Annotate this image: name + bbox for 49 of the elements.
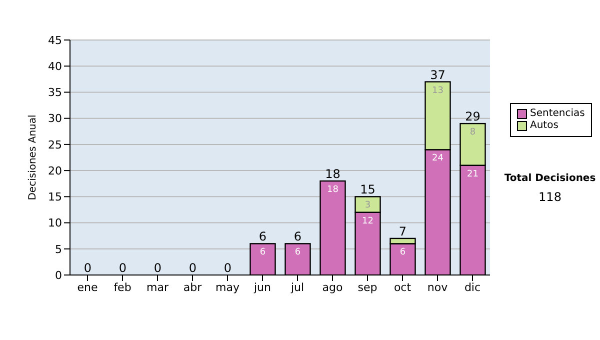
data-label: 21 xyxy=(467,169,478,180)
y-tick-label: 35 xyxy=(48,86,62,100)
data-label: 6 xyxy=(400,248,406,258)
y-axis-title: Decisiones Anual xyxy=(28,114,39,200)
total-label: 6 xyxy=(294,230,302,244)
total-label: 37 xyxy=(430,68,446,82)
x-tick-label: abr xyxy=(183,280,202,294)
x-tick-label: jun xyxy=(253,280,272,294)
x-tick-label: ene xyxy=(77,280,98,294)
total-label: 0 xyxy=(154,261,162,275)
y-tick-label: 10 xyxy=(48,216,62,230)
total-label: 0 xyxy=(188,261,197,275)
x-tick-label: jul xyxy=(290,280,304,294)
y-tick-label: 40 xyxy=(48,60,62,74)
x-tick-label: may xyxy=(216,280,240,294)
legend-label: Autos xyxy=(530,120,558,132)
total-label: 29 xyxy=(465,110,480,124)
total-label: 0 xyxy=(118,261,127,275)
y-tick-label: 0 xyxy=(55,268,62,282)
x-tick-label: oct xyxy=(394,280,412,294)
total-label: 6 xyxy=(258,230,267,244)
legend-label: Sentencias xyxy=(530,108,585,120)
y-tick-label: 5 xyxy=(55,242,62,256)
text: 118 xyxy=(538,190,562,204)
total-label: 15 xyxy=(360,182,376,197)
y-tick-label: 30 xyxy=(48,112,62,126)
total-label: 7 xyxy=(398,224,407,238)
data-label: 6 xyxy=(260,248,266,258)
y-tick-label: 45 xyxy=(48,34,62,47)
x-tick-label: feb xyxy=(114,280,132,294)
text: Total Decisiones xyxy=(503,173,597,184)
y-tick-label: 25 xyxy=(48,138,62,152)
total-label: 0 xyxy=(84,261,92,275)
total-label: 0 xyxy=(224,261,232,275)
data-label: 12 xyxy=(362,216,374,226)
x-tick-label: ago xyxy=(322,280,343,294)
y-tick-label: 15 xyxy=(48,190,62,204)
data-label: 3 xyxy=(364,200,371,211)
data-label: 18 xyxy=(327,185,339,195)
y-tick-label: 20 xyxy=(48,164,62,178)
x-tick-label: dic xyxy=(464,280,481,294)
x-tick-label: mar xyxy=(146,280,169,294)
x-tick-label: sep xyxy=(358,280,378,294)
data-label: 8 xyxy=(470,128,476,138)
total-label: 18 xyxy=(325,167,340,181)
x-tick-label: nov xyxy=(427,280,448,294)
data-label: 13 xyxy=(432,86,444,96)
data-label: 24 xyxy=(432,154,444,164)
data-label: 6 xyxy=(294,248,301,258)
